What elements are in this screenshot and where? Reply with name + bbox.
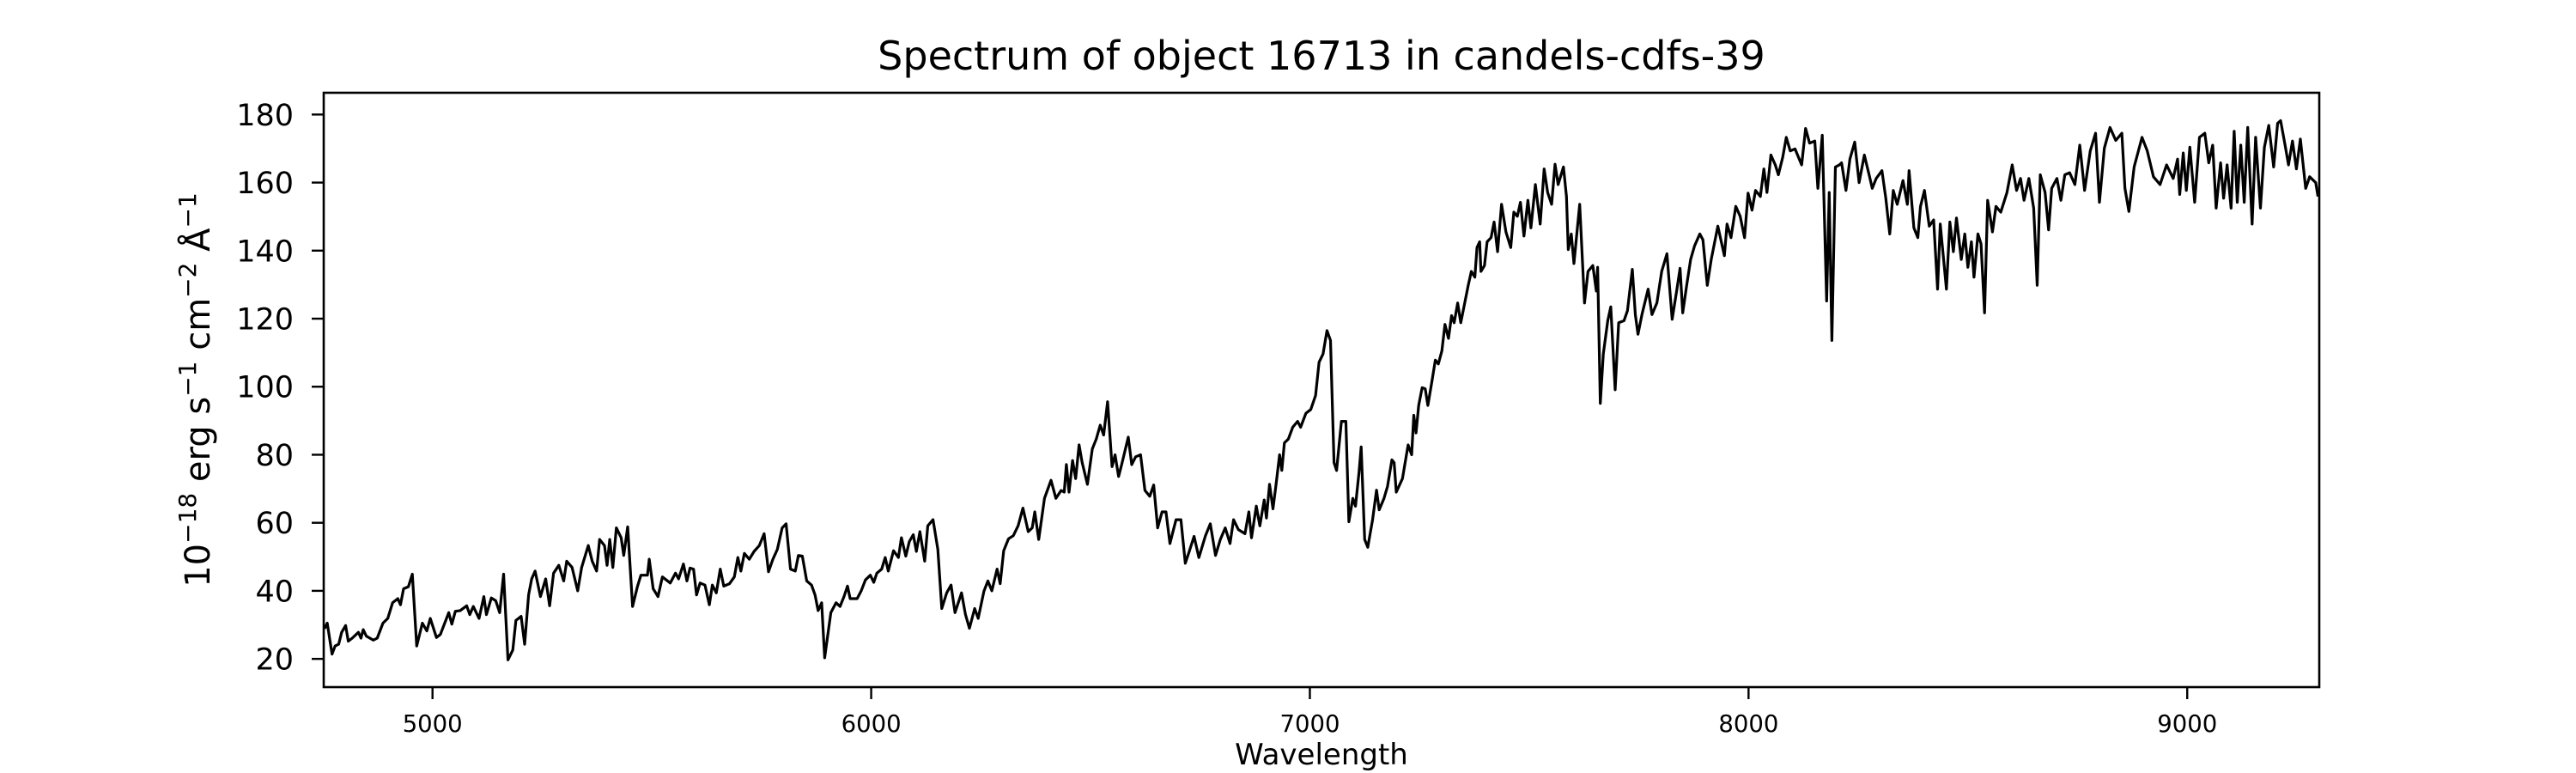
y-label-text: cm <box>179 298 218 362</box>
y-tick-label: 80 <box>255 439 294 473</box>
y-tick-label: 20 <box>255 643 294 678</box>
y-tick-label: 120 <box>236 303 294 338</box>
x-tick-label: 8000 <box>1718 710 1778 738</box>
y-axis-ticks: 20 40 60 80 100 120 140 160 180 <box>236 99 324 678</box>
y-label-superscript: −1 <box>173 192 202 228</box>
x-axis-ticks: 5000 6000 7000 8000 9000 <box>403 687 2217 738</box>
x-tick-label: 7000 <box>1279 710 1340 738</box>
plot-area <box>323 119 2320 661</box>
x-tick-label: 9000 <box>2157 710 2217 738</box>
y-label-superscript: −18 <box>173 493 202 544</box>
y-label-superscript: −1 <box>173 362 202 397</box>
axes-frame <box>322 91 2321 689</box>
y-label-text: 10 <box>179 544 218 587</box>
y-tick-label: 100 <box>236 371 294 405</box>
y-label-text: erg s <box>179 397 218 493</box>
chart-title: Spectrum of object 16713 in candels-cdfs… <box>878 33 1765 79</box>
x-axis-label: Wavelength <box>1235 738 1408 772</box>
x-tick-label: 6000 <box>841 710 902 738</box>
y-tick-label: 160 <box>236 167 294 201</box>
y-tick-label: 60 <box>255 507 294 541</box>
y-tick-label: 180 <box>236 99 294 133</box>
y-tick-label: 40 <box>255 575 294 609</box>
y-label-text: Å <box>177 228 218 263</box>
y-label-superscript: −2 <box>173 263 202 298</box>
y-axis-label: 10−18 erg s−1 cm−2 Å−1 <box>173 192 218 587</box>
x-tick-label: 5000 <box>403 710 463 738</box>
spectrum-series-line <box>323 119 2320 661</box>
y-tick-label: 140 <box>236 234 294 269</box>
